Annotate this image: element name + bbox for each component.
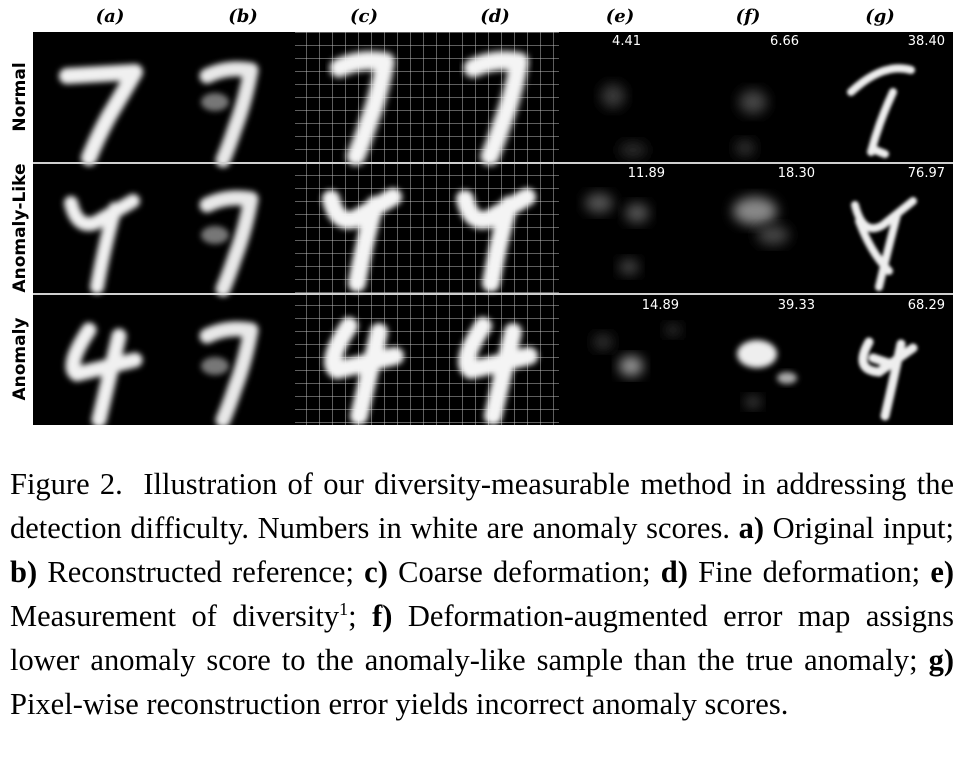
caption-text-b: Reconstructed reference; bbox=[47, 555, 354, 589]
score-anomaly-like-e: 11.89 bbox=[627, 166, 665, 181]
caption-text-e: Measurement of diversity bbox=[10, 599, 340, 633]
score-normal-g: 38.40 bbox=[907, 34, 945, 49]
caption-text-f: Deformation-augmented error map assigns … bbox=[10, 599, 954, 677]
caption-text-d: Fine deformation; bbox=[698, 555, 921, 589]
caption-key-c: c) bbox=[364, 555, 388, 589]
caption-text-g: Pixel-wise reconstruction error yields i… bbox=[10, 687, 789, 721]
score-anomaly-f: 39.33 bbox=[777, 298, 815, 313]
row-label-anomaly-like: Anomaly-Like bbox=[10, 163, 30, 293]
caption-key-d: d) bbox=[660, 555, 688, 589]
figure-caption: Figure 2. Illustration of our diversity-… bbox=[10, 462, 954, 726]
caption-text-a: Original input; bbox=[772, 511, 955, 545]
figure-2: (a) (b) (c) (d) (e) (f) (g) Normal Anoma… bbox=[10, 6, 953, 425]
caption-key-b: b) bbox=[10, 555, 38, 589]
column-label-g: (g) bbox=[865, 6, 895, 27]
caption-key-f: f) bbox=[372, 599, 393, 633]
caption-prefix: Figure 2. bbox=[10, 467, 123, 501]
caption-key-e: e) bbox=[930, 555, 955, 589]
caption-footnote-after: ; bbox=[348, 599, 357, 633]
score-normal-f: 6.66 bbox=[770, 34, 799, 49]
column-label-c: (c) bbox=[350, 6, 378, 27]
image-grid: 4.41 6.66 38.40 11.89 18.30 76.97 14.89 … bbox=[33, 32, 953, 425]
caption-key-a: a) bbox=[738, 511, 764, 545]
caption-key-g: g) bbox=[928, 643, 955, 677]
caption-footnote-mark: 1 bbox=[339, 598, 349, 619]
image-grid-graphics bbox=[33, 32, 953, 425]
score-anomaly-like-f: 18.30 bbox=[777, 166, 815, 181]
column-label-e: (e) bbox=[605, 6, 635, 27]
column-label-d: (d) bbox=[480, 6, 510, 27]
column-label-f: (f) bbox=[735, 6, 761, 27]
caption-text-c: Coarse deformation; bbox=[398, 555, 651, 589]
row-anomaly-like-images bbox=[71, 193, 917, 289]
row-label-normal: Normal bbox=[10, 62, 30, 132]
column-label-a: (a) bbox=[95, 6, 125, 27]
score-anomaly-g: 68.29 bbox=[907, 298, 945, 313]
score-anomaly-like-g: 76.97 bbox=[907, 166, 945, 181]
column-label-b: (b) bbox=[228, 6, 258, 27]
score-anomaly-e: 14.89 bbox=[641, 298, 679, 313]
caption-intro: Illustration of our diversity-measurable… bbox=[10, 467, 954, 545]
score-normal-e: 4.41 bbox=[612, 34, 641, 49]
row-label-anomaly: Anomaly bbox=[10, 317, 30, 401]
row-anomaly-images bbox=[73, 324, 918, 420]
row-normal-images bbox=[67, 61, 915, 161]
